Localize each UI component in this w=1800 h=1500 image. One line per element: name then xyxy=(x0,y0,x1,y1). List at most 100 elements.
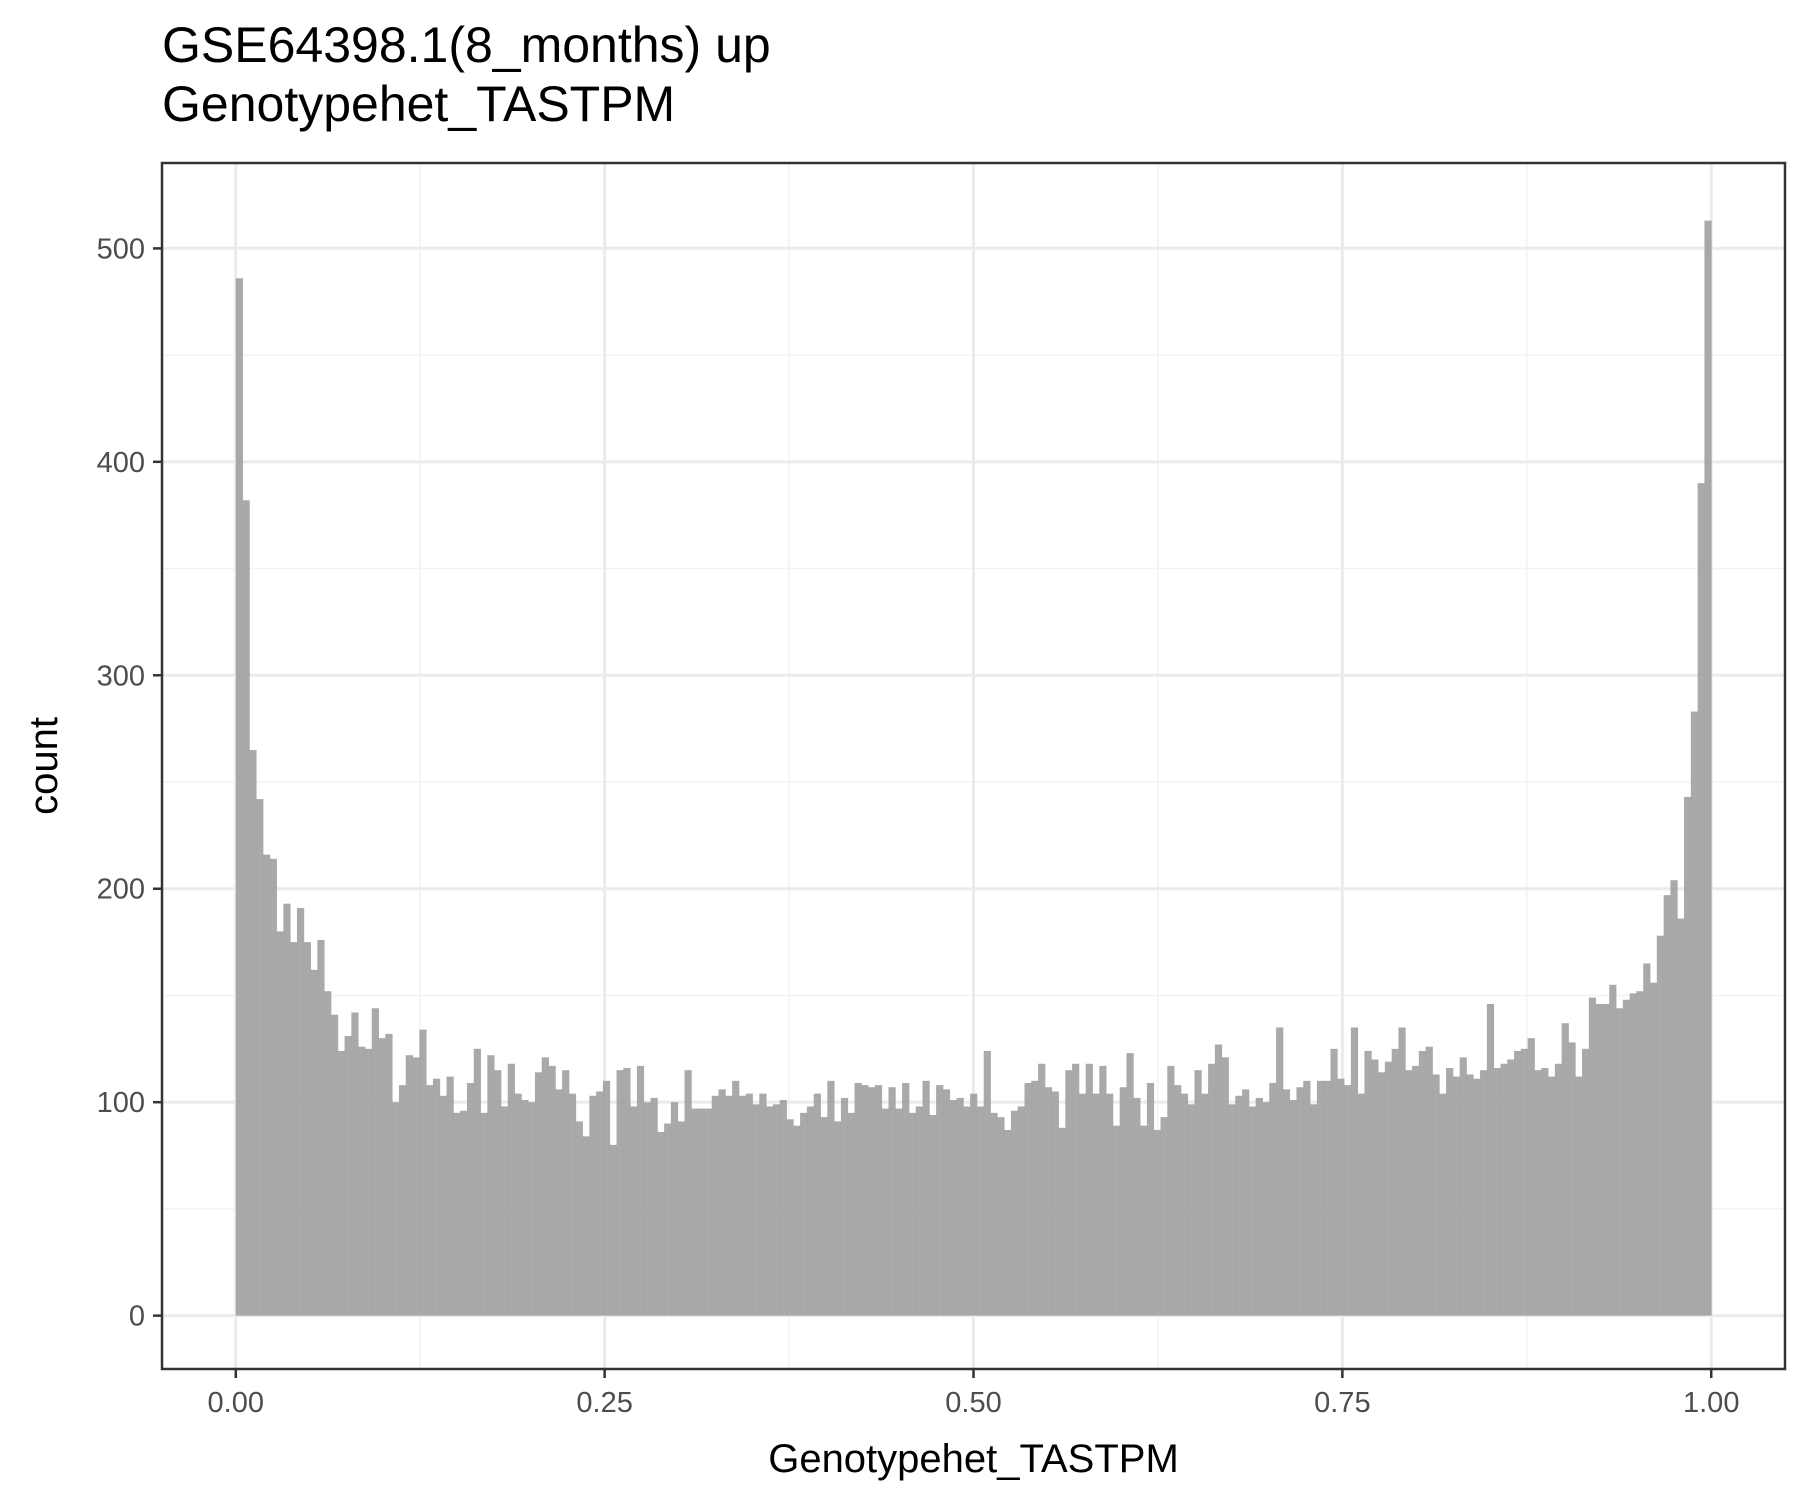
histogram-bar xyxy=(657,1132,665,1316)
histogram-bar xyxy=(596,1091,604,1316)
histogram-bar xyxy=(1153,1129,1161,1316)
x-axis: 0.00 0.25 0.50 0.75 1.00 xyxy=(208,1369,1739,1419)
histogram-bar xyxy=(310,969,318,1316)
histogram-bar xyxy=(718,1089,726,1316)
histogram-bar xyxy=(1391,1048,1399,1316)
histogram-bar xyxy=(262,854,271,1316)
histogram-bar xyxy=(419,1029,427,1316)
histogram-bar xyxy=(1602,1003,1610,1316)
histogram-bar xyxy=(1072,1063,1080,1316)
histogram-bar xyxy=(582,1136,590,1316)
histogram-bar xyxy=(1418,1050,1427,1316)
histogram-bar xyxy=(1357,1093,1365,1316)
histogram-bar xyxy=(1255,1097,1263,1316)
histogram-bar xyxy=(1650,982,1658,1316)
y-axis: 0 100 200 300 400 500 xyxy=(97,233,162,1333)
histogram-bar xyxy=(534,1072,543,1316)
histogram-bar xyxy=(732,1080,740,1316)
histogram-bar xyxy=(1167,1065,1175,1316)
histogram-bar xyxy=(936,1085,944,1316)
y-tick-label: 500 xyxy=(97,233,145,265)
histogram-bar xyxy=(1378,1072,1386,1316)
histogram-bar xyxy=(766,1106,774,1316)
y-axis-title: count xyxy=(22,717,66,815)
histogram-bar xyxy=(1425,1046,1433,1316)
histogram-bar xyxy=(385,1033,393,1316)
histogram-bar xyxy=(915,1106,923,1316)
histogram-bar xyxy=(616,1070,624,1316)
histogram-bar xyxy=(555,1089,563,1316)
histogram-bars xyxy=(235,220,1712,1316)
histogram-bar xyxy=(684,1070,692,1316)
histogram-bar xyxy=(330,1014,339,1316)
histogram-bar xyxy=(976,1106,985,1316)
histogram-bar xyxy=(324,991,332,1316)
y-tick-label: 0 xyxy=(129,1301,145,1333)
histogram-bar xyxy=(1201,1093,1209,1316)
histogram-bar xyxy=(1323,1080,1331,1316)
histogram-bar xyxy=(1242,1089,1250,1316)
histogram-bar xyxy=(1616,1008,1624,1316)
histogram-bar xyxy=(1276,1027,1284,1316)
histogram-bar xyxy=(398,1085,407,1316)
histogram-bar xyxy=(881,1108,889,1316)
histogram-bar xyxy=(990,1112,998,1316)
histogram-bar xyxy=(541,1057,549,1316)
histogram-bar xyxy=(317,939,325,1316)
histogram-bar xyxy=(1310,1104,1318,1316)
histogram-bar xyxy=(1622,999,1631,1316)
histogram-bar xyxy=(1514,1050,1522,1316)
histogram-bar xyxy=(256,799,264,1316)
histogram-bar xyxy=(840,1097,849,1316)
histogram-bar xyxy=(650,1097,658,1316)
histogram-bar xyxy=(1228,1104,1236,1316)
histogram-bar xyxy=(1058,1127,1066,1316)
histogram-bar xyxy=(1677,918,1685,1316)
histogram-bar xyxy=(473,1048,481,1316)
histogram-bar xyxy=(1112,1125,1121,1316)
histogram-bar xyxy=(1663,895,1671,1316)
histogram-bar xyxy=(1446,1068,1454,1316)
histogram-bar xyxy=(1337,1078,1345,1316)
histogram-bar xyxy=(439,1095,447,1316)
histogram-bar xyxy=(1208,1063,1216,1316)
histogram-bar xyxy=(1575,1076,1583,1316)
histogram-bar xyxy=(868,1087,876,1316)
histogram-bar xyxy=(847,1112,855,1316)
histogram-bar xyxy=(276,931,284,1316)
histogram-bar xyxy=(691,1108,699,1316)
histogram-bar xyxy=(487,1055,495,1316)
histogram-bar xyxy=(528,1102,536,1316)
histogram-bar xyxy=(364,1048,373,1316)
histogram-bar xyxy=(1452,1076,1461,1316)
histogram-bar xyxy=(779,1100,787,1316)
histogram-bar xyxy=(1398,1027,1406,1316)
histogram-bar xyxy=(1636,991,1644,1316)
histogram-bar xyxy=(1561,1023,1569,1316)
histogram-bar xyxy=(1493,1068,1501,1316)
histogram-bar xyxy=(296,907,305,1316)
histogram-bar xyxy=(1269,1082,1277,1316)
y-tick-label: 200 xyxy=(97,874,145,906)
histogram-bar xyxy=(514,1093,522,1316)
histogram-bar xyxy=(1065,1070,1073,1316)
histogram-bar xyxy=(1548,1076,1556,1316)
x-axis-title: Genotypehet_TASTPM xyxy=(768,1437,1179,1481)
histogram-bar xyxy=(1194,1070,1202,1316)
histogram-bar xyxy=(1004,1129,1012,1316)
histogram-bar xyxy=(405,1055,413,1316)
histogram-bar xyxy=(1146,1082,1155,1316)
histogram-bar xyxy=(1588,997,1597,1316)
histogram-bar xyxy=(1384,1061,1393,1316)
histogram-bar xyxy=(446,1076,454,1316)
histogram-bar xyxy=(392,1102,400,1316)
histogram-bar xyxy=(507,1063,515,1316)
histogram-bar xyxy=(1684,796,1692,1316)
histogram-bar xyxy=(1180,1093,1189,1316)
histogram-bar xyxy=(1595,1003,1603,1316)
histogram-bar xyxy=(854,1082,862,1316)
histogram-bar xyxy=(1133,1097,1141,1316)
histogram-bar xyxy=(738,1095,747,1316)
histogram-bar xyxy=(602,1080,611,1316)
histogram-bar xyxy=(1364,1050,1372,1316)
